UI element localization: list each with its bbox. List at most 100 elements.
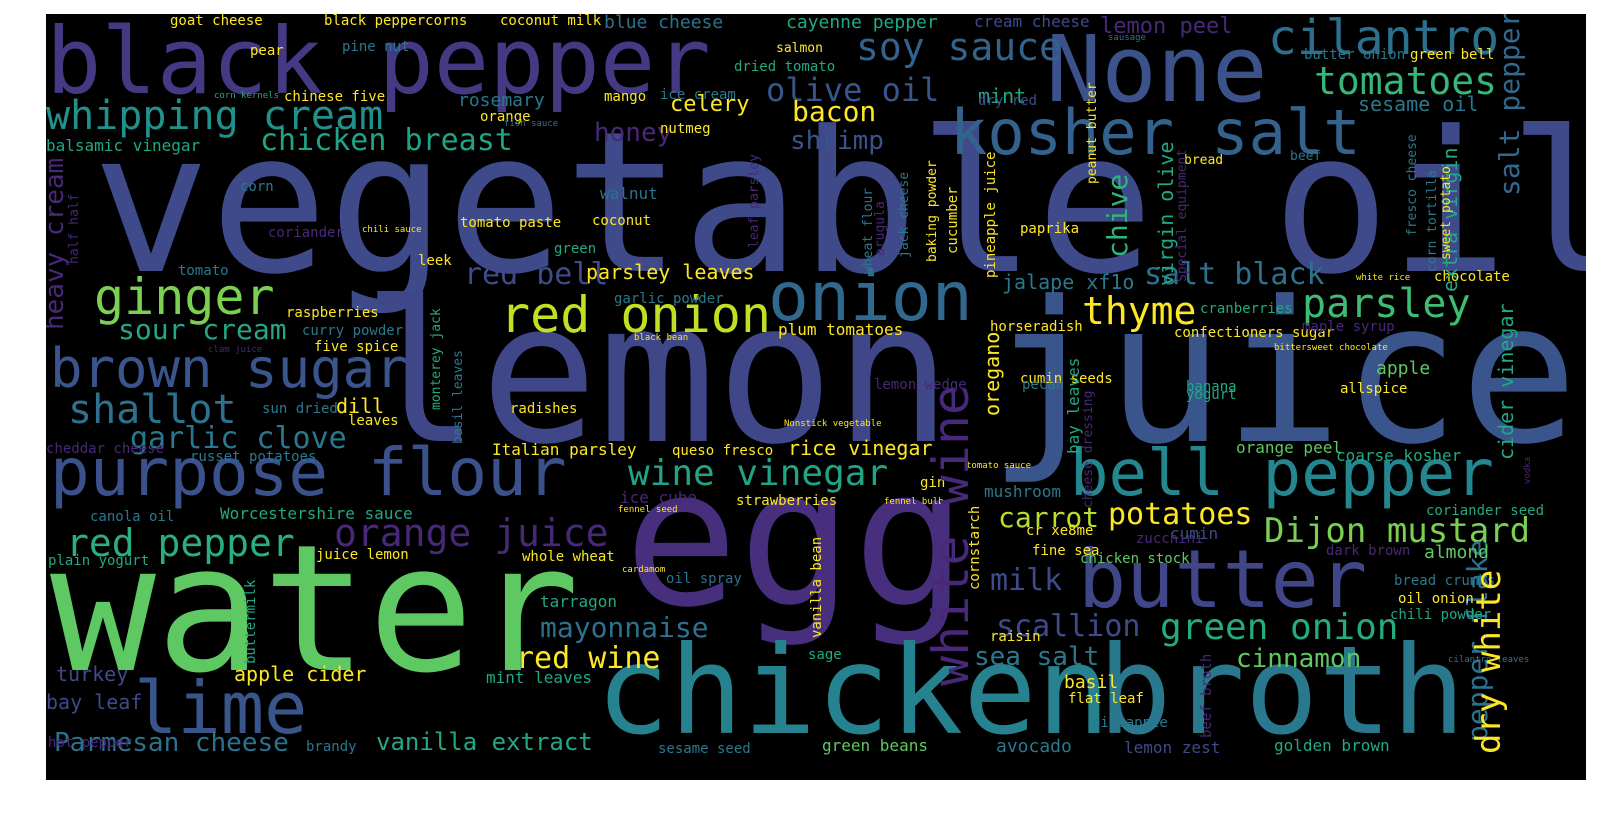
word: potatoes xyxy=(1108,497,1253,532)
word: cr xe8me xyxy=(1026,523,1094,539)
word: cranberries xyxy=(1200,301,1293,317)
word: cumin seeds xyxy=(1020,371,1113,387)
word: pine nut xyxy=(342,39,410,55)
word: wheat flour xyxy=(861,187,876,274)
word: onion xyxy=(768,258,973,337)
word: sage xyxy=(808,647,842,663)
word: chili sauce xyxy=(362,225,422,235)
word: monterey jack xyxy=(429,308,444,410)
word: black bean xyxy=(634,333,689,343)
word: jalape xf1o xyxy=(1002,270,1135,294)
word: curry powder xyxy=(302,323,404,339)
word: red bell xyxy=(464,257,609,292)
word: whipping cream xyxy=(46,93,384,139)
word: maple syrup xyxy=(1302,319,1395,335)
word: chicken xyxy=(596,620,1111,762)
word: cinnamon xyxy=(1236,644,1362,674)
word: Special equipment xyxy=(1175,148,1190,282)
word: corn xyxy=(240,179,274,195)
word: mint xyxy=(978,84,1027,108)
word: jack cheese xyxy=(897,171,912,258)
word: baking powder xyxy=(925,160,940,262)
word: cheddar cheese xyxy=(46,441,165,457)
word: leaves xyxy=(348,413,399,429)
word: coriander xyxy=(268,225,344,241)
word: corn tortilla xyxy=(1425,170,1440,272)
word: apple cider xyxy=(234,662,367,686)
word: tarragon xyxy=(540,592,618,611)
word: Worcestershire sauce xyxy=(220,504,413,523)
word: beef xyxy=(1290,149,1322,164)
word: walnut xyxy=(600,184,658,203)
word: parsley xyxy=(1302,281,1471,327)
word: fennel seed xyxy=(618,505,678,515)
word: buttermilk xyxy=(243,579,259,664)
word: fresco cheese xyxy=(1405,134,1420,236)
word: ice cream xyxy=(660,87,736,103)
word: virgin olive xyxy=(1154,141,1178,287)
word: canola oil xyxy=(90,509,175,525)
word: banana xyxy=(1186,379,1237,395)
word: bay leaf xyxy=(46,690,143,714)
word-cloud: vegetable oil lemon juice egg water chic… xyxy=(46,14,1586,780)
word: strawberries xyxy=(736,493,838,509)
word: lime xyxy=(134,666,308,750)
word: scallion xyxy=(996,609,1141,644)
word: oil onion xyxy=(1398,591,1474,607)
word: pecan xyxy=(1022,377,1065,393)
word: honey xyxy=(594,118,673,148)
word: dried tomato xyxy=(734,59,836,75)
word: dark brown xyxy=(1326,543,1411,559)
word: chili powder xyxy=(1390,607,1492,623)
word: ice cube xyxy=(620,488,698,507)
word: basil leaves xyxy=(451,350,466,444)
word: black peppercorns xyxy=(324,14,468,29)
word: green beans xyxy=(822,736,928,755)
word: shallot xyxy=(68,387,237,433)
word: raisin xyxy=(990,629,1041,645)
word: sesame oil xyxy=(1358,92,1479,116)
word: sea salt xyxy=(974,642,1100,672)
word: lemon zest xyxy=(1124,738,1221,757)
word: shrimp xyxy=(790,126,884,156)
word: lemon xyxy=(362,260,953,488)
word: mint leaves xyxy=(486,668,592,687)
word: tomato sauce xyxy=(966,461,1032,471)
word: bread crumbs xyxy=(1394,573,1496,589)
word: green onion xyxy=(1160,607,1399,648)
word: Dijon mustard xyxy=(1264,511,1531,551)
word: bread xyxy=(1184,153,1224,168)
word: allspice xyxy=(1340,381,1408,397)
word: raspberries xyxy=(286,305,379,321)
word: mango xyxy=(604,89,647,105)
word: half half xyxy=(67,193,82,264)
word: pineapple juice xyxy=(983,151,999,278)
word: chicken breast xyxy=(260,123,513,158)
word: vanilla bean xyxy=(809,536,825,638)
word: Nonstick vegetable xyxy=(784,419,882,429)
word: whole wheat xyxy=(522,549,615,565)
word: sweet potato xyxy=(1439,166,1454,260)
word: bacon xyxy=(792,95,877,128)
word: tomato paste xyxy=(460,215,562,231)
word: chinese five xyxy=(284,89,386,105)
word: chive xyxy=(1101,173,1134,258)
word: green xyxy=(554,241,597,257)
word: butter xyxy=(1078,533,1367,626)
word: garlic clove xyxy=(130,421,347,456)
word: salmon xyxy=(776,41,823,56)
word: olive oil xyxy=(766,71,940,109)
word: celery xyxy=(670,92,750,117)
word: Parmesan cheese xyxy=(54,728,289,758)
word: chocolate xyxy=(1434,269,1510,285)
word: green bell xyxy=(1410,47,1495,63)
word: coarse kosher xyxy=(1336,446,1462,465)
word: cayenne pepper xyxy=(786,14,938,33)
word: orange peel xyxy=(1236,438,1342,457)
word: cilantro leaves xyxy=(1448,655,1530,665)
word: sun dried xyxy=(262,401,338,417)
word: pineapple xyxy=(1092,715,1168,731)
word: water xyxy=(50,507,580,712)
word: rice vinegar xyxy=(788,436,933,460)
word: lemon peel xyxy=(1100,14,1233,39)
